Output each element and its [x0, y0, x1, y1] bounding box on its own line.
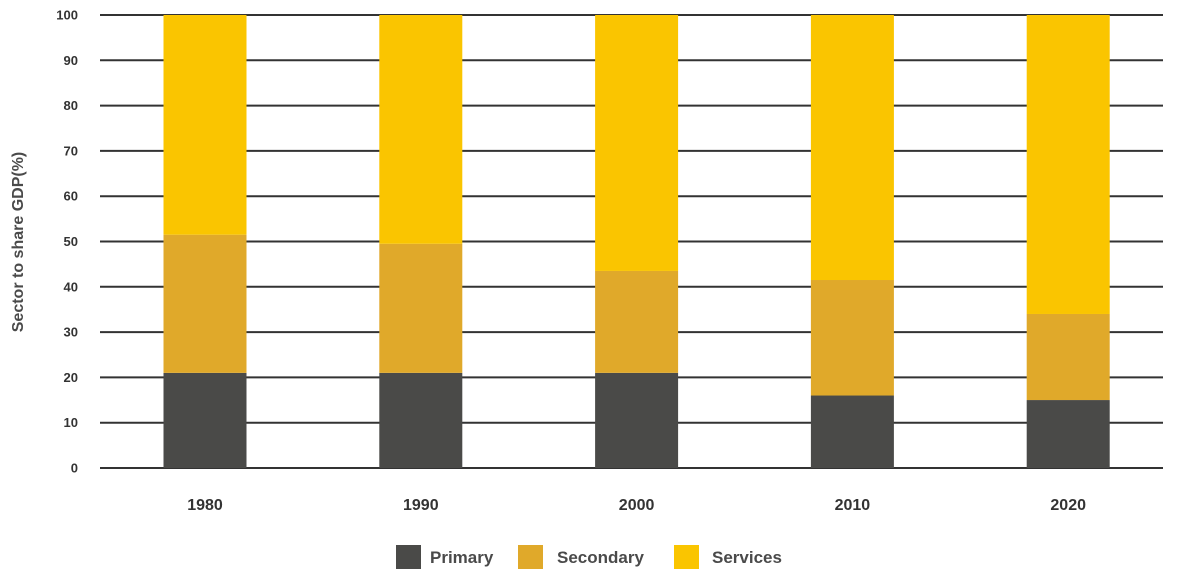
bar-secondary-2020	[1026, 313, 1110, 401]
legend-label: Secondary	[557, 548, 644, 567]
legend-item-primary: Primary	[396, 545, 494, 569]
bar-stack-2000	[595, 15, 679, 468]
bar-stack-2020	[1026, 15, 1110, 468]
bar-stack-1990	[379, 15, 463, 468]
y-tick-label: 20	[64, 370, 78, 385]
bar-services-1980	[163, 15, 247, 235]
x-tick-label: 1990	[403, 497, 439, 514]
legend-swatch	[396, 545, 421, 569]
legend-swatch	[518, 545, 543, 569]
bar-services-2010	[810, 15, 894, 281]
x-tick-labels: 1980 1990 2000 2010 2020	[187, 497, 1086, 514]
y-tick-label: 80	[64, 98, 78, 113]
legend-item-secondary: Secondary	[518, 545, 644, 569]
bar-stack-1980	[163, 15, 247, 468]
bar-services-1990	[379, 15, 463, 244]
legend-label: Services	[712, 548, 782, 567]
legend: Primary Secondary Services	[396, 545, 782, 569]
bar-primary-2010	[810, 395, 894, 468]
y-tick-label: 50	[64, 234, 78, 249]
x-tick-label: 1980	[187, 497, 223, 514]
bar-secondary-2010	[810, 280, 894, 396]
bar-stacks	[163, 15, 1110, 468]
bar-primary-2000	[595, 372, 679, 468]
y-tick-label: 30	[64, 325, 78, 340]
y-tick-label: 0	[71, 461, 78, 476]
y-tick-labels: 0 10 20 30 40 50 60 70 80 90 100	[56, 8, 78, 476]
x-tick-label: 2010	[835, 497, 871, 514]
bar-secondary-2000	[595, 270, 679, 373]
bar-services-2020	[1026, 15, 1110, 314]
bar-services-2000	[595, 15, 679, 271]
x-tick-label: 2000	[619, 497, 655, 514]
bar-secondary-1980	[163, 234, 247, 373]
y-tick-label: 70	[64, 143, 78, 158]
x-tick-label: 2020	[1050, 497, 1086, 514]
bar-secondary-1990	[379, 243, 463, 373]
legend-item-services: Services	[674, 545, 782, 569]
bar-primary-1990	[379, 372, 463, 468]
y-tick-label: 60	[64, 189, 78, 204]
y-axis-title: Sector to share GDP(%)	[10, 152, 27, 332]
legend-swatch	[674, 545, 699, 569]
legend-label: Primary	[430, 548, 494, 567]
y-tick-label: 90	[64, 53, 78, 68]
y-tick-label: 40	[64, 279, 78, 294]
bar-stack-2010	[810, 15, 894, 468]
bar-primary-2020	[1026, 400, 1110, 468]
y-tick-label: 10	[64, 415, 78, 430]
bar-primary-1980	[163, 372, 247, 468]
y-tick-label: 100	[56, 8, 78, 23]
